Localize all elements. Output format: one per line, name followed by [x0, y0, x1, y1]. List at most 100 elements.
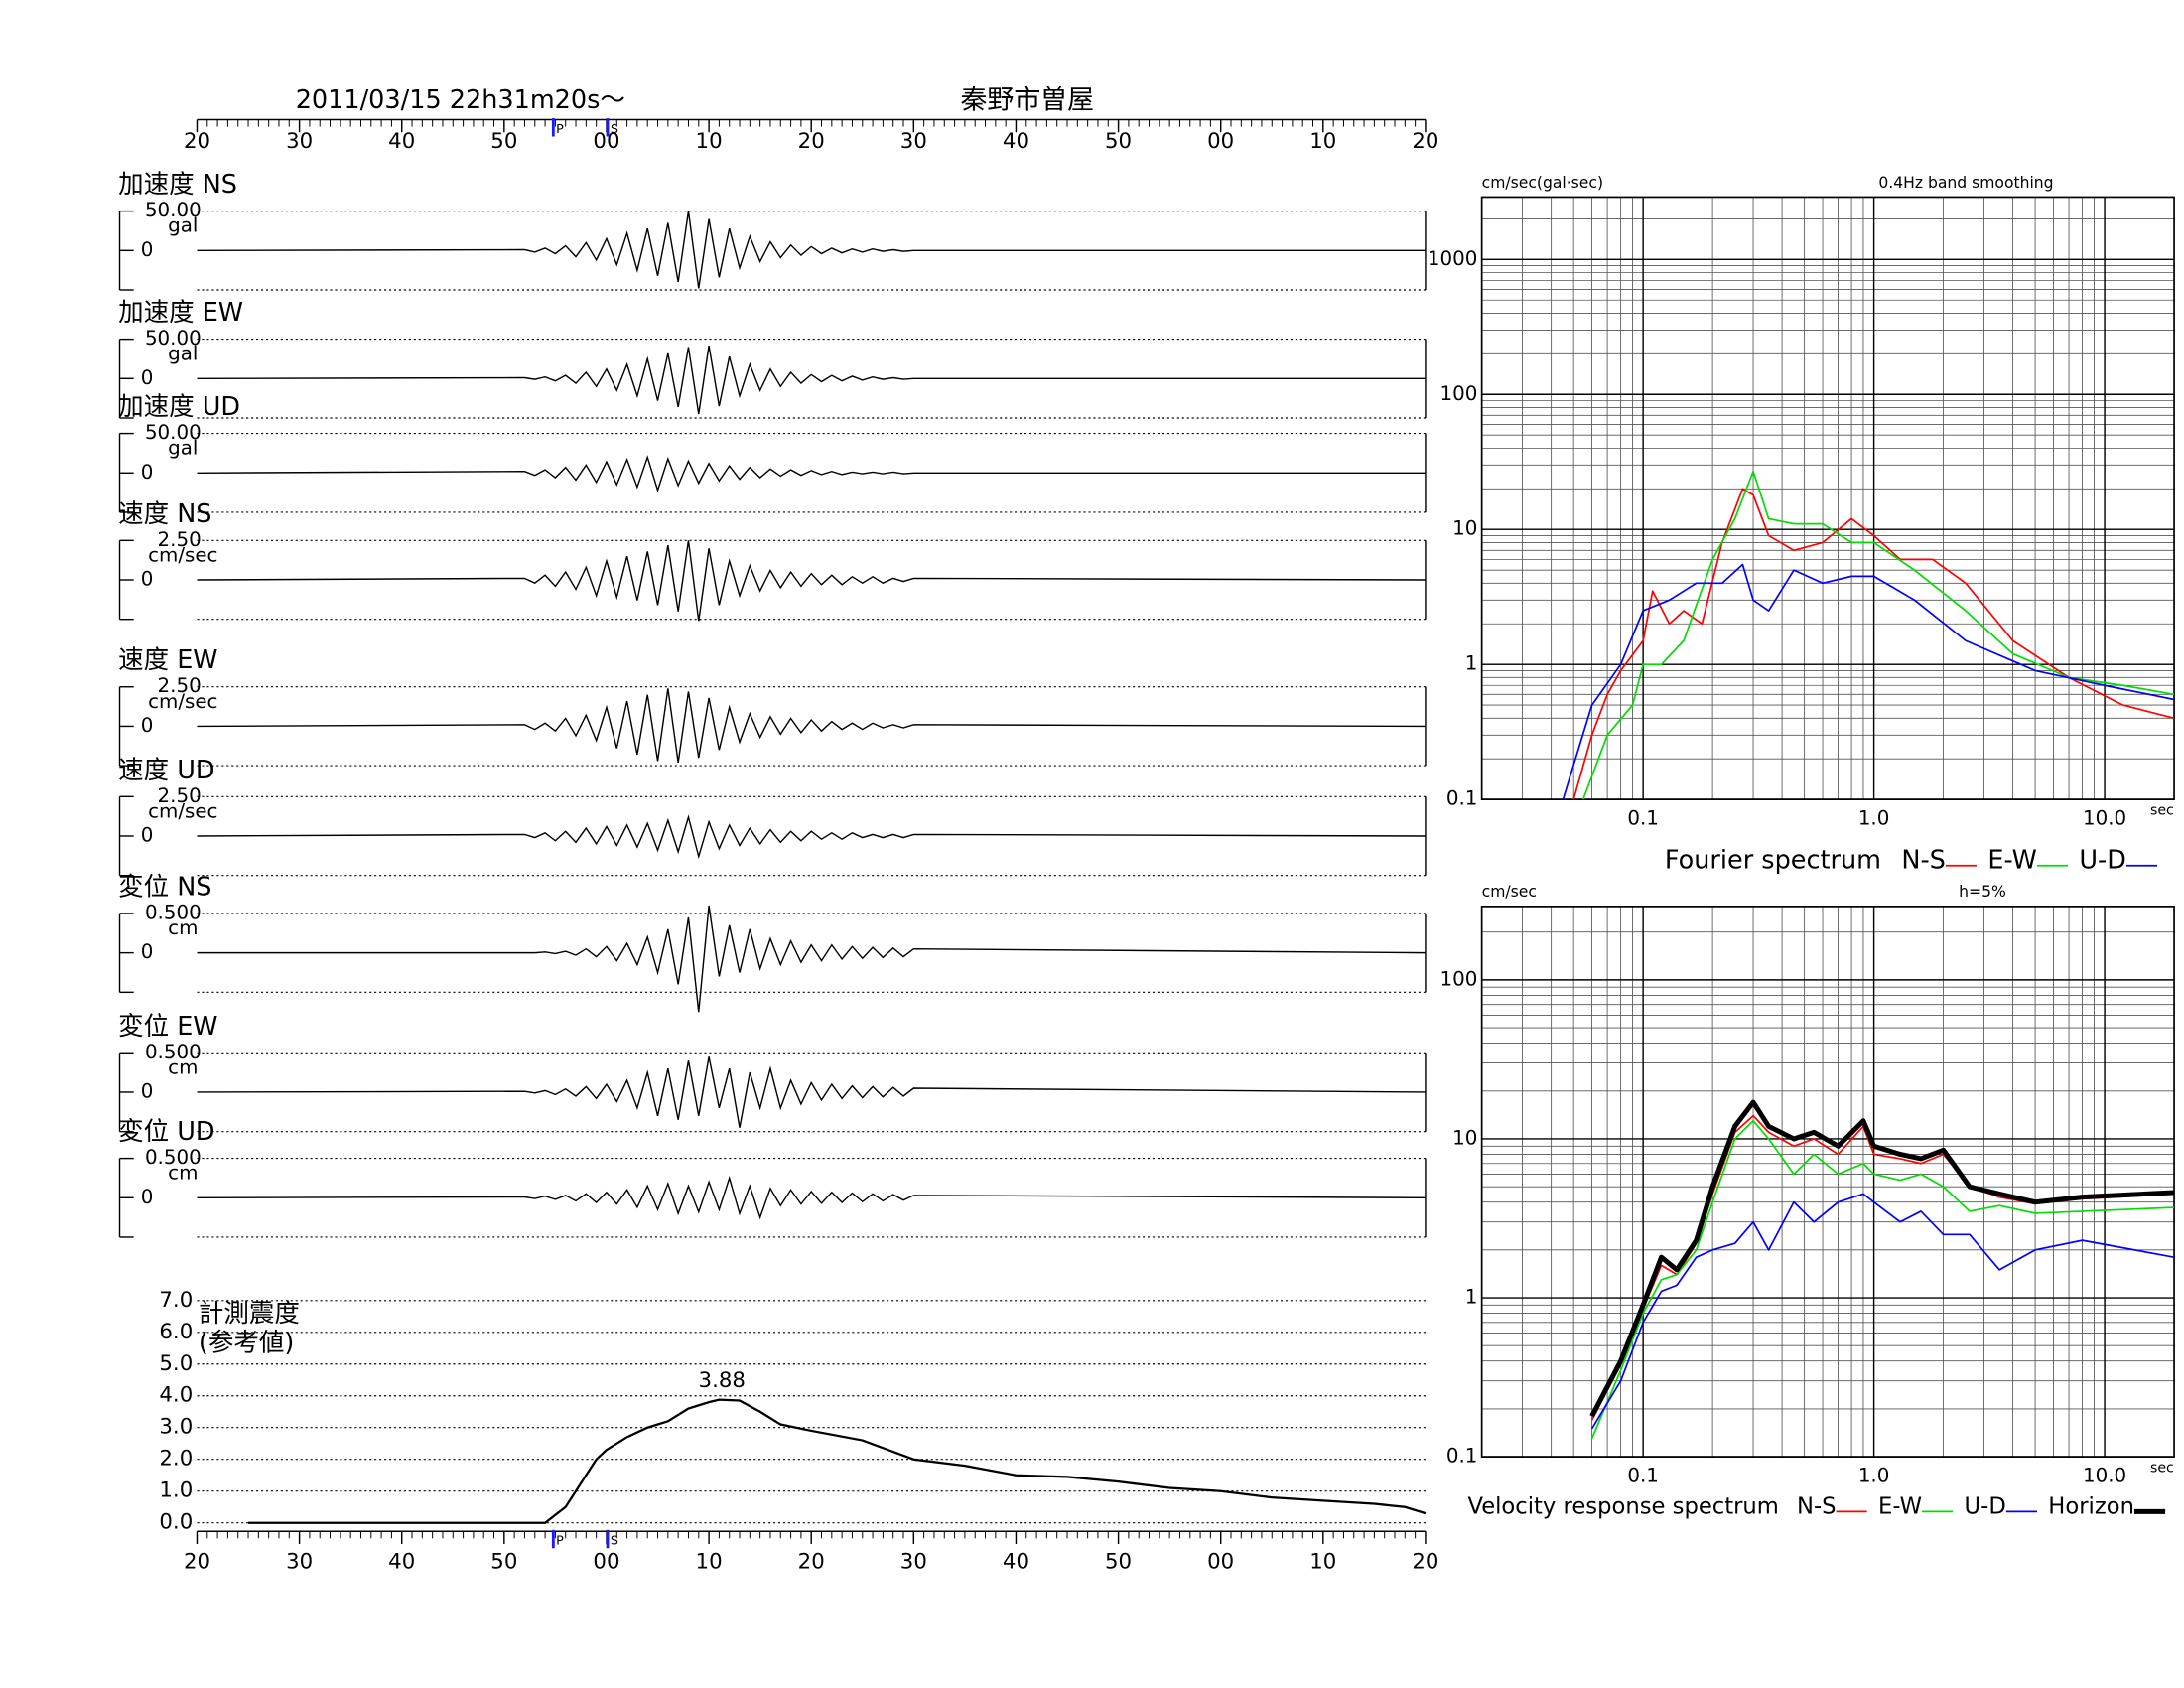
time-tick-label: 30 [900, 129, 927, 154]
spectrum-line [1590, 1193, 2175, 1430]
y-tick-label: 1 [1465, 652, 1478, 675]
spectrum-line [1590, 1119, 2175, 1440]
y-tick-label: 2.50 [158, 674, 202, 697]
x-axis-label: sec [2150, 802, 2174, 818]
time-tick-label: 10 [1309, 129, 1336, 154]
spectrum-line [1581, 470, 2175, 800]
y-tick-label: 0 [141, 714, 154, 737]
waveform [197, 345, 1426, 415]
panel-label: 変位 UD [118, 1117, 214, 1147]
y-tick-label: 3.0 [159, 1415, 193, 1440]
panel-label: 加速度 NS [118, 170, 237, 200]
legend-label: E-W [1878, 1494, 1922, 1520]
time-tick-label: 20 [1412, 129, 1438, 154]
time-tick-label: 30 [900, 1549, 927, 1574]
time-tick-label: 50 [490, 1549, 517, 1574]
y-tick-label: 0 [141, 461, 154, 484]
x-tick-label: 10.0 [2083, 1464, 2126, 1486]
panel-label: 速度 NS [118, 499, 211, 529]
legend-label: U-D [1965, 1494, 2006, 1520]
y-tick-label: 6.0 [159, 1320, 193, 1344]
intensity-line [248, 1398, 1427, 1524]
waveform [197, 814, 1426, 860]
time-tick-label: 40 [1003, 129, 1029, 154]
y-tick-label: 0 [141, 568, 154, 591]
x-tick-label: 10.0 [2083, 806, 2126, 829]
y-tick-label: 50.00 [145, 327, 202, 350]
time-tick-label: 30 [286, 129, 313, 154]
phase-label: S [611, 1534, 618, 1549]
plot-frame [1480, 196, 2175, 800]
unit-label: gal [168, 343, 198, 365]
x-tick-label: 0.1 [1627, 806, 1659, 829]
y-tick-label: 10 [1452, 517, 1477, 540]
legend-label: Horizon [2048, 1494, 2134, 1520]
y-axis-label: cm/sec [1482, 883, 1537, 901]
time-tick-label: 20 [1412, 1549, 1438, 1574]
y-tick-label: 0.500 [145, 1146, 202, 1169]
y-tick-label: 100 [1440, 382, 1478, 405]
unit-label: cm/sec [148, 690, 217, 713]
y-tick-label: 7.0 [159, 1288, 193, 1313]
time-tick-label: 20 [184, 1549, 210, 1574]
time-tick-label: 20 [798, 129, 825, 154]
time-tick-label: 00 [1207, 1549, 1234, 1574]
waveform [197, 688, 1426, 764]
y-tick-label: 0 [141, 366, 154, 389]
x-axis-label: sec [2150, 1460, 2174, 1476]
y-tick-label: 1 [1465, 1286, 1478, 1309]
legend-label: N-S [1797, 1494, 1837, 1520]
phase-label: S [611, 122, 618, 137]
time-tick-label: 10 [696, 1549, 723, 1574]
y-tick-label: 50.00 [145, 421, 202, 444]
legend-label: U-D [2079, 846, 2126, 876]
waveform [197, 1176, 1426, 1220]
legend-label: E-W [1987, 846, 2037, 876]
time-tick-label: 30 [286, 1549, 313, 1574]
panel-label: 変位 NS [118, 872, 211, 902]
y-tick-label: 1.0 [159, 1478, 193, 1503]
legend-label: N-S [1901, 846, 1945, 876]
phase-label: P [556, 1534, 564, 1549]
station-name: 秦野市曽屋 [960, 85, 1094, 116]
time-tick-label: 40 [388, 129, 415, 154]
annotation: h=5% [1959, 883, 2006, 901]
unit-label: gal [168, 437, 198, 460]
unit-label: cm [168, 1162, 198, 1185]
plot-frame [1480, 906, 2175, 1458]
y-tick-label: 1000 [1428, 247, 1477, 270]
legend-title: Velocity response spectrum [1467, 1494, 1778, 1520]
spectrum-line [1589, 1099, 2175, 1418]
time-tick-label: 20 [184, 129, 210, 154]
unit-label: cm/sec [148, 799, 217, 822]
x-tick-label: 1.0 [1858, 806, 1890, 829]
y-tick-label: 0 [141, 238, 154, 261]
intensity-title: 計測震度 [199, 1299, 300, 1329]
y-tick-label: 0 [141, 940, 154, 963]
unit-label: cm [168, 1055, 198, 1078]
y-tick-label: 50.00 [145, 199, 202, 221]
peak-label: 3.88 [699, 1368, 746, 1393]
y-tick-label: 0.500 [145, 901, 202, 923]
y-tick-label: 100 [1440, 967, 1478, 990]
waveform [197, 540, 1426, 622]
y-tick-label: 0.1 [1446, 787, 1478, 810]
time-tick-label: 50 [490, 129, 517, 154]
y-axis-label: cm/sec(gal·sec) [1482, 174, 1603, 192]
waveform [197, 905, 1426, 1013]
y-tick-label: 0.0 [159, 1510, 193, 1535]
y-tick-label: 0.1 [1446, 1445, 1478, 1468]
panel-label: 速度 EW [118, 645, 217, 675]
time-tick-label: 50 [1105, 1549, 1132, 1574]
spectrum-line [1572, 488, 2175, 800]
phase-label: P [556, 122, 564, 137]
time-tick-label: 20 [798, 1549, 825, 1574]
waveform [197, 1056, 1426, 1128]
y-tick-label: 2.0 [159, 1447, 193, 1472]
panel-label: 加速度 UD [118, 392, 240, 422]
time-tick-label: 10 [1309, 1549, 1336, 1574]
time-tick-label: 40 [388, 1549, 415, 1574]
spectrum-line [1562, 563, 2175, 800]
